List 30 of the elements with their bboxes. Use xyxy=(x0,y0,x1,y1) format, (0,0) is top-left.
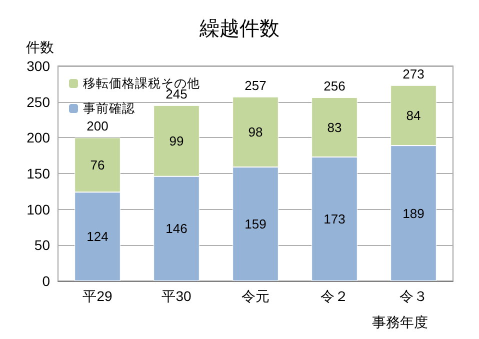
legend-label: 事前確認 xyxy=(83,102,135,116)
y-tick-label: 100 xyxy=(26,201,50,218)
y-tick-label: 250 xyxy=(26,94,50,110)
data-label: 99 xyxy=(169,133,184,148)
total-label: 200 xyxy=(86,118,108,134)
data-label: 124 xyxy=(86,229,108,244)
data-label: 159 xyxy=(244,216,266,232)
x-tick-label: 平29 xyxy=(82,288,112,304)
x-axis-title: 事務年度 xyxy=(372,314,428,330)
y-tick-label: 300 xyxy=(26,58,50,74)
data-label: 189 xyxy=(402,206,424,221)
data-label: 146 xyxy=(166,221,188,236)
data-label: 173 xyxy=(324,212,346,227)
total-label: 256 xyxy=(324,78,346,94)
total-label: 257 xyxy=(244,78,266,93)
y-tick-label: 50 xyxy=(34,237,50,254)
y-tick-label: 150 xyxy=(26,166,50,182)
data-label: 84 xyxy=(406,108,421,123)
chart-title: 繰越件数 xyxy=(198,18,280,40)
data-label: 98 xyxy=(248,124,263,140)
y-axis-title: 件数 xyxy=(26,39,54,55)
data-label: 83 xyxy=(327,120,342,135)
x-tick-label: 令２ xyxy=(320,288,348,304)
y-tick-label: 200 xyxy=(26,130,50,146)
y-tick-label: 0 xyxy=(42,273,50,289)
x-tick-label: 令元 xyxy=(242,288,270,304)
x-tick-label: 令３ xyxy=(400,288,428,304)
data-label: 76 xyxy=(90,157,105,172)
total-label: 273 xyxy=(402,66,424,82)
x-tick-label: 平30 xyxy=(162,288,192,304)
